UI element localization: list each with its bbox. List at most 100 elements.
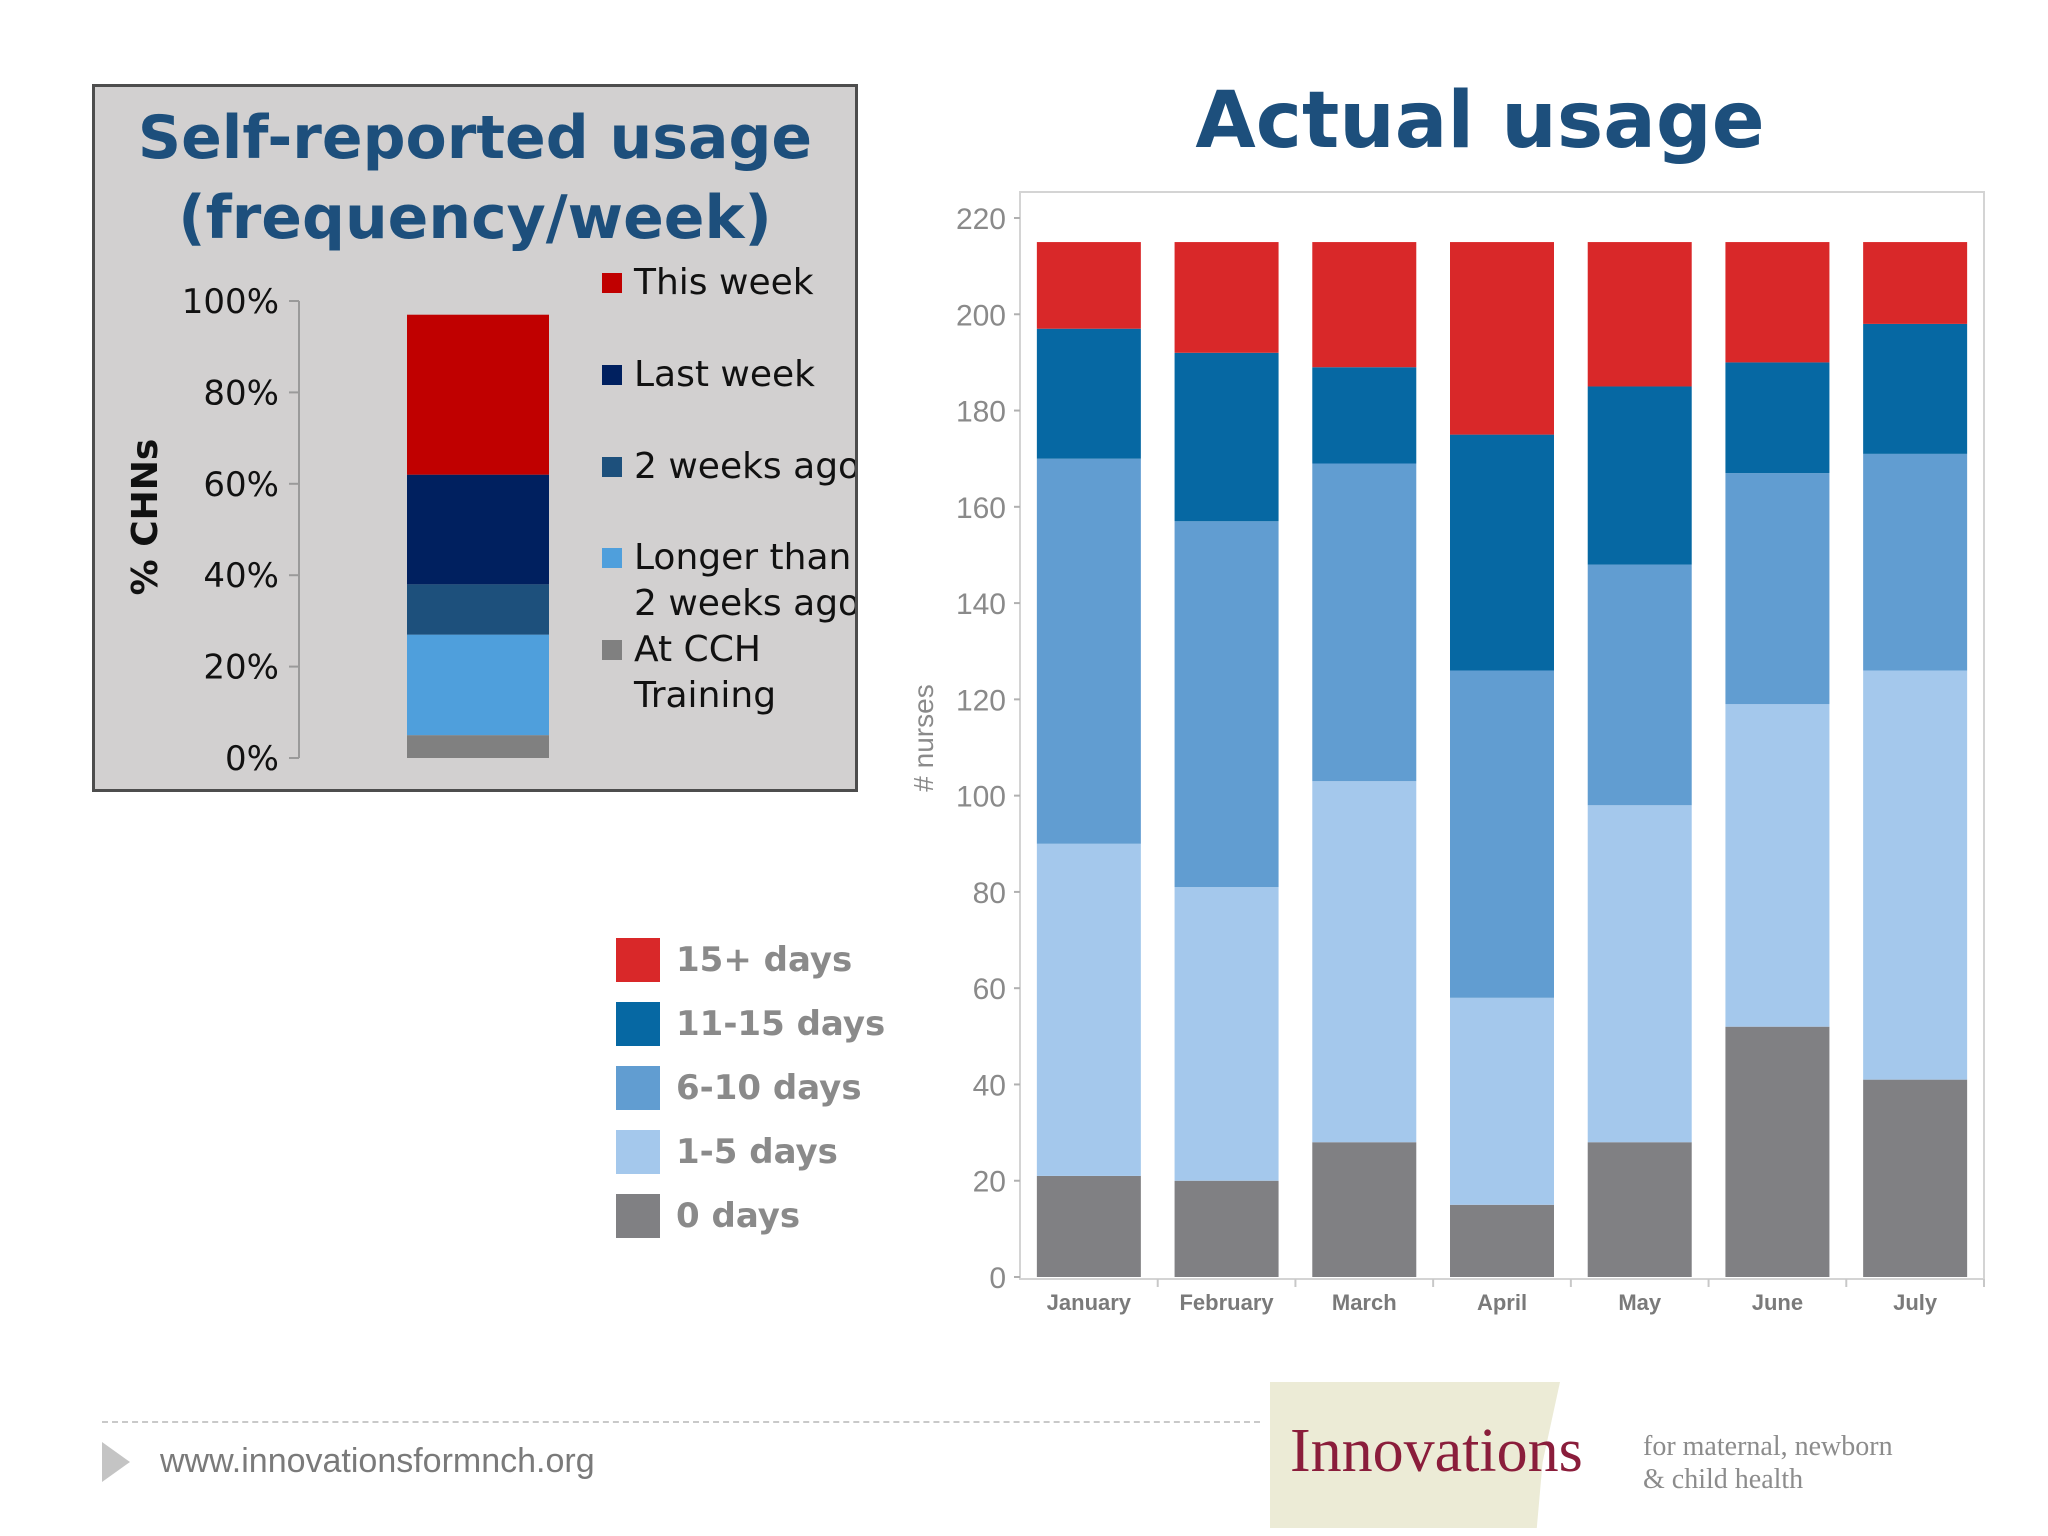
bar-segment: [1725, 704, 1830, 1027]
bar-segment: [1863, 323, 1968, 454]
legend-label: 0 days: [676, 1196, 801, 1236]
bar-segment: [1725, 242, 1830, 363]
footer-url-link[interactable]: www.innovationsformnch.org: [160, 1442, 595, 1480]
bar-segment: [407, 474, 549, 585]
x-tick-label: May: [1618, 1290, 1662, 1315]
x-tick-label: March: [1332, 1290, 1397, 1315]
y-tick-label: 0%: [225, 739, 279, 779]
bar-segment: [1312, 781, 1417, 1143]
legend-label: 2 weeks ago: [634, 583, 855, 624]
x-tick-label: June: [1752, 1290, 1803, 1315]
bar-segment: [1450, 1204, 1554, 1277]
legend-label: 15+ days: [676, 940, 853, 980]
plot-frame: [1019, 191, 1985, 1280]
y-tick-label: 60%: [203, 465, 279, 505]
x-tick-label: July: [1893, 1290, 1938, 1315]
actual-usage-legend: 15+ days 11-15 days 6-10 days 1-5 days 0 day…: [616, 928, 885, 1248]
legend-label: 11-15 days: [676, 1004, 886, 1044]
bar-segment: [1725, 473, 1830, 705]
bar-segment: [1450, 242, 1554, 435]
x-tick-label: April: [1477, 1290, 1527, 1315]
legend-label: 2 weeks ago: [634, 446, 855, 487]
bar-segment: [1587, 1142, 1692, 1277]
bar-segment: [1450, 434, 1554, 671]
legend-label: 1-5 days: [676, 1132, 838, 1172]
legend-swatch: [602, 457, 622, 477]
legend-swatch: [602, 273, 622, 293]
footer-divider: [102, 1421, 1260, 1423]
bar-segment: [1587, 386, 1692, 565]
y-tick-label: 20: [973, 1166, 1006, 1199]
bar-segment: [407, 584, 549, 635]
legend-swatch: [602, 365, 622, 385]
legend-swatch: [616, 1130, 660, 1174]
y-tick-label: 220: [956, 203, 1006, 236]
bar-segment: [1174, 521, 1279, 888]
legend-item: 15+ days: [616, 928, 885, 992]
bar-segment: [1036, 843, 1141, 1176]
y-tick-label: 140: [956, 588, 1006, 621]
bar-segment: [1036, 1175, 1141, 1277]
y-tick-label: 80%: [203, 373, 279, 413]
bar-segment: [1174, 887, 1279, 1181]
bar-segment: [1036, 242, 1141, 329]
y-tick-label: 40: [973, 1069, 1006, 1102]
bar-segment: [1312, 242, 1417, 368]
bar-segment: [1587, 564, 1692, 806]
y-tick-label: 0: [989, 1262, 1006, 1295]
bar-segment: [1036, 458, 1141, 844]
bar-segment: [1312, 463, 1417, 782]
legend-swatch: [616, 1066, 660, 1110]
legend-item: 0 days: [616, 1184, 885, 1248]
legend-swatch: [616, 1194, 660, 1238]
legend-item: 11-15 days: [616, 992, 885, 1056]
y-axis-label: # nurses: [908, 684, 939, 791]
logo-background: [1270, 1382, 1560, 1528]
bar-segment: [407, 735, 549, 758]
bar-segment: [1174, 352, 1279, 522]
bar-segment: [1450, 670, 1554, 998]
legend-swatch: [602, 640, 622, 660]
logo-tagline-line2: & child health: [1643, 1464, 1804, 1495]
legend-item: 1-5 days: [616, 1120, 885, 1184]
y-axis-label: % CHNs: [125, 439, 166, 596]
y-tick-label: 80: [973, 877, 1006, 910]
legend-swatch: [616, 938, 660, 982]
bar-segment: [1725, 362, 1830, 474]
x-tick-label: January: [1047, 1290, 1132, 1315]
legend-label: This week: [633, 262, 814, 303]
self-reported-title-line1: Self-reported usage: [137, 103, 813, 173]
y-tick-label: 60: [973, 973, 1006, 1006]
bar-segment: [1036, 328, 1141, 459]
bar-segment: [1863, 242, 1968, 324]
play-arrow-icon: [102, 1442, 130, 1482]
y-tick-label: 160: [956, 492, 1006, 525]
bar-segment: [407, 314, 549, 475]
bar-segment: [1725, 1026, 1830, 1277]
bar-segment: [407, 634, 549, 736]
bar-segment: [1312, 1142, 1417, 1277]
logo-wordmark: Innovations: [1290, 1417, 1583, 1485]
legend-swatch: [616, 1002, 660, 1046]
bar-segment: [1863, 453, 1968, 671]
y-tick-label: 120: [956, 684, 1006, 717]
self-reported-title-line2: (frequency/week): [178, 183, 772, 253]
actual-usage-title: Actual usage: [1195, 76, 1765, 166]
y-tick-label: 100: [956, 781, 1006, 814]
x-tick-label: February: [1179, 1290, 1274, 1315]
legend-label: Last week: [634, 354, 815, 395]
bar-segment: [1863, 1079, 1968, 1277]
y-tick-label: 200: [956, 299, 1006, 332]
bar-segment: [1587, 805, 1692, 1143]
y-tick-label: 180: [956, 396, 1006, 429]
y-tick-label: 40%: [203, 556, 279, 596]
self-reported-panel: Self-reported usage (frequency/week) 0% 2…: [92, 84, 858, 792]
legend-swatch: [602, 548, 622, 568]
bar-segment: [1174, 1180, 1279, 1277]
bar-segment: [1312, 367, 1417, 464]
legend-item: 6-10 days: [616, 1056, 885, 1120]
bar-segment: [1450, 997, 1554, 1205]
logo-tagline-line1: for maternal, newborn: [1643, 1431, 1893, 1462]
bar-segment: [1174, 242, 1279, 353]
